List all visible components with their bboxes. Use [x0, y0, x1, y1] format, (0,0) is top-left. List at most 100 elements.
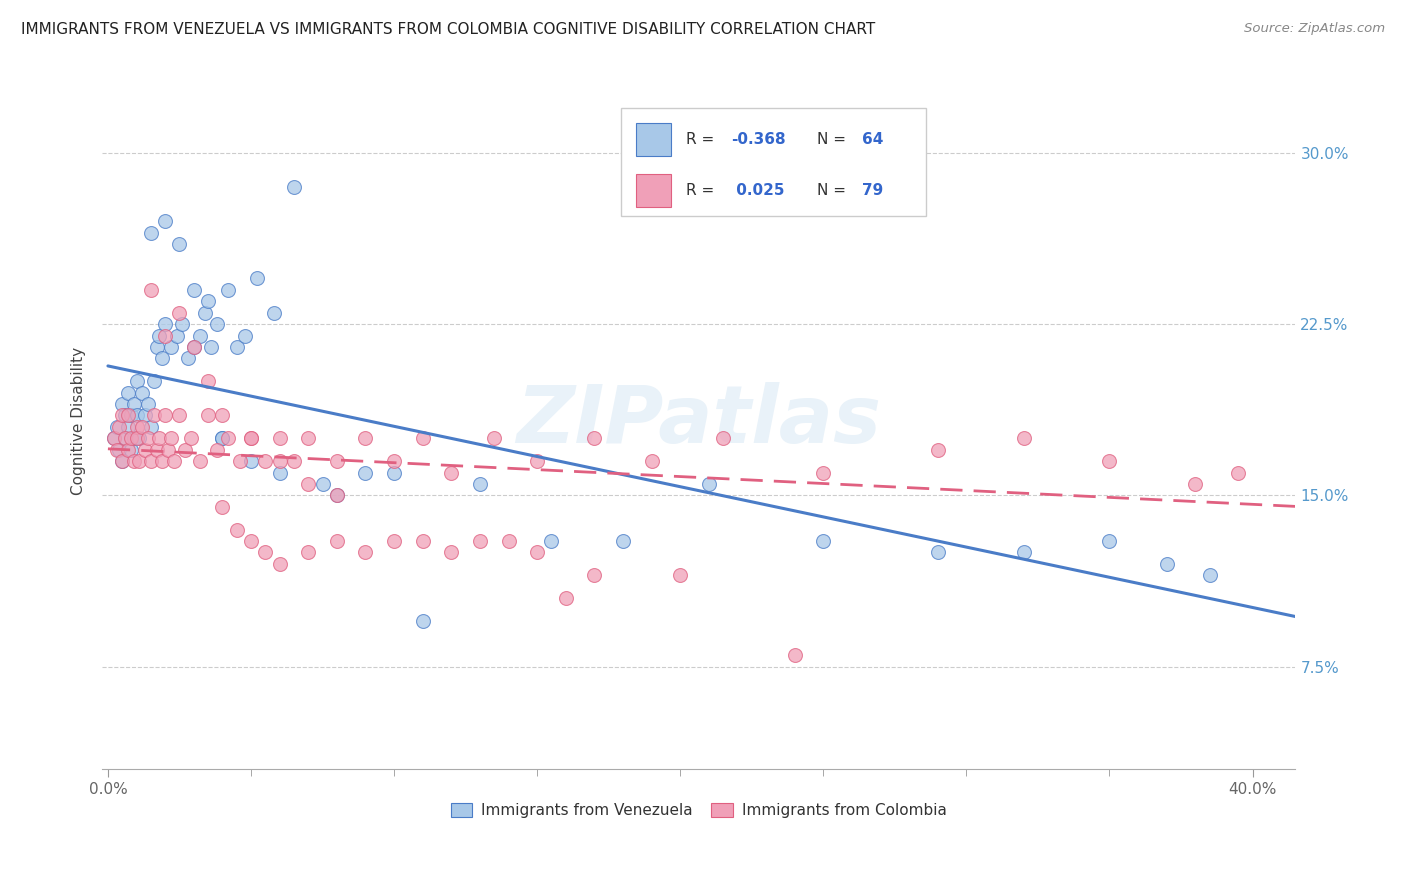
Text: 64: 64 — [862, 132, 884, 147]
Point — [163, 454, 186, 468]
Point — [122, 431, 145, 445]
Point — [440, 545, 463, 559]
Point — [131, 385, 153, 400]
Point — [150, 454, 173, 468]
Point — [145, 442, 167, 457]
Point — [142, 374, 165, 388]
Point — [205, 442, 228, 457]
Text: 79: 79 — [862, 183, 883, 197]
Y-axis label: Cognitive Disability: Cognitive Disability — [72, 347, 86, 495]
Point — [122, 397, 145, 411]
Point — [145, 340, 167, 354]
Point — [172, 317, 194, 331]
Legend: Immigrants from Venezuela, Immigrants from Colombia: Immigrants from Venezuela, Immigrants fr… — [444, 797, 953, 824]
Point — [211, 431, 233, 445]
Point — [240, 431, 263, 445]
Point — [612, 534, 634, 549]
Point — [169, 237, 191, 252]
Point — [160, 431, 183, 445]
Point — [125, 420, 148, 434]
Point — [139, 226, 162, 240]
Point — [142, 409, 165, 423]
Point — [254, 545, 277, 559]
Point — [240, 454, 263, 468]
Point — [139, 454, 162, 468]
Point — [111, 409, 134, 423]
Point — [526, 454, 548, 468]
Point — [153, 317, 176, 331]
Point — [283, 454, 305, 468]
Text: R =: R = — [686, 132, 718, 147]
Point — [382, 534, 405, 549]
Point — [217, 283, 239, 297]
Point — [136, 397, 159, 411]
Point — [139, 420, 162, 434]
Point — [326, 454, 349, 468]
Point — [1198, 568, 1220, 582]
Point — [554, 591, 576, 605]
Point — [927, 545, 949, 559]
Point — [217, 431, 239, 445]
Point — [297, 431, 319, 445]
Point — [382, 466, 405, 480]
Point — [205, 317, 228, 331]
Point — [468, 534, 491, 549]
Point — [1098, 534, 1121, 549]
Point — [128, 454, 150, 468]
FancyBboxPatch shape — [621, 108, 925, 216]
Point — [183, 283, 205, 297]
Point — [246, 271, 269, 285]
Point — [188, 328, 211, 343]
Point — [105, 420, 128, 434]
Point — [114, 431, 136, 445]
Point — [1012, 431, 1035, 445]
Point — [105, 442, 128, 457]
Point — [484, 431, 506, 445]
Point — [440, 466, 463, 480]
Text: N =: N = — [817, 183, 851, 197]
Point — [120, 409, 142, 423]
Point — [148, 328, 170, 343]
Point — [813, 534, 835, 549]
Point — [157, 442, 180, 457]
Point — [228, 454, 250, 468]
Point — [269, 431, 291, 445]
Point — [412, 431, 434, 445]
Point — [297, 545, 319, 559]
Point — [1156, 557, 1178, 571]
Point — [136, 431, 159, 445]
Point — [540, 534, 562, 549]
Point — [382, 454, 405, 468]
Text: ZIPatlas: ZIPatlas — [516, 382, 882, 460]
Point — [225, 340, 247, 354]
Point — [122, 454, 145, 468]
Point — [269, 466, 291, 480]
Point — [169, 306, 191, 320]
Point — [354, 431, 377, 445]
Point — [640, 454, 662, 468]
Point — [120, 442, 142, 457]
Point — [211, 431, 233, 445]
Point — [160, 340, 183, 354]
Point — [117, 442, 139, 457]
Point — [233, 328, 256, 343]
Point — [526, 545, 548, 559]
Point — [108, 442, 131, 457]
Point — [783, 648, 806, 662]
Point — [269, 557, 291, 571]
Point — [412, 614, 434, 628]
FancyBboxPatch shape — [636, 123, 672, 156]
Point — [1184, 477, 1206, 491]
Point — [117, 409, 139, 423]
Point — [128, 431, 150, 445]
Point — [711, 431, 734, 445]
Point — [927, 442, 949, 457]
Text: R =: R = — [686, 183, 718, 197]
Point — [211, 500, 233, 514]
Point — [311, 477, 333, 491]
Point — [297, 477, 319, 491]
Point — [131, 420, 153, 434]
Point — [153, 409, 176, 423]
Point — [326, 534, 349, 549]
Point — [103, 431, 125, 445]
